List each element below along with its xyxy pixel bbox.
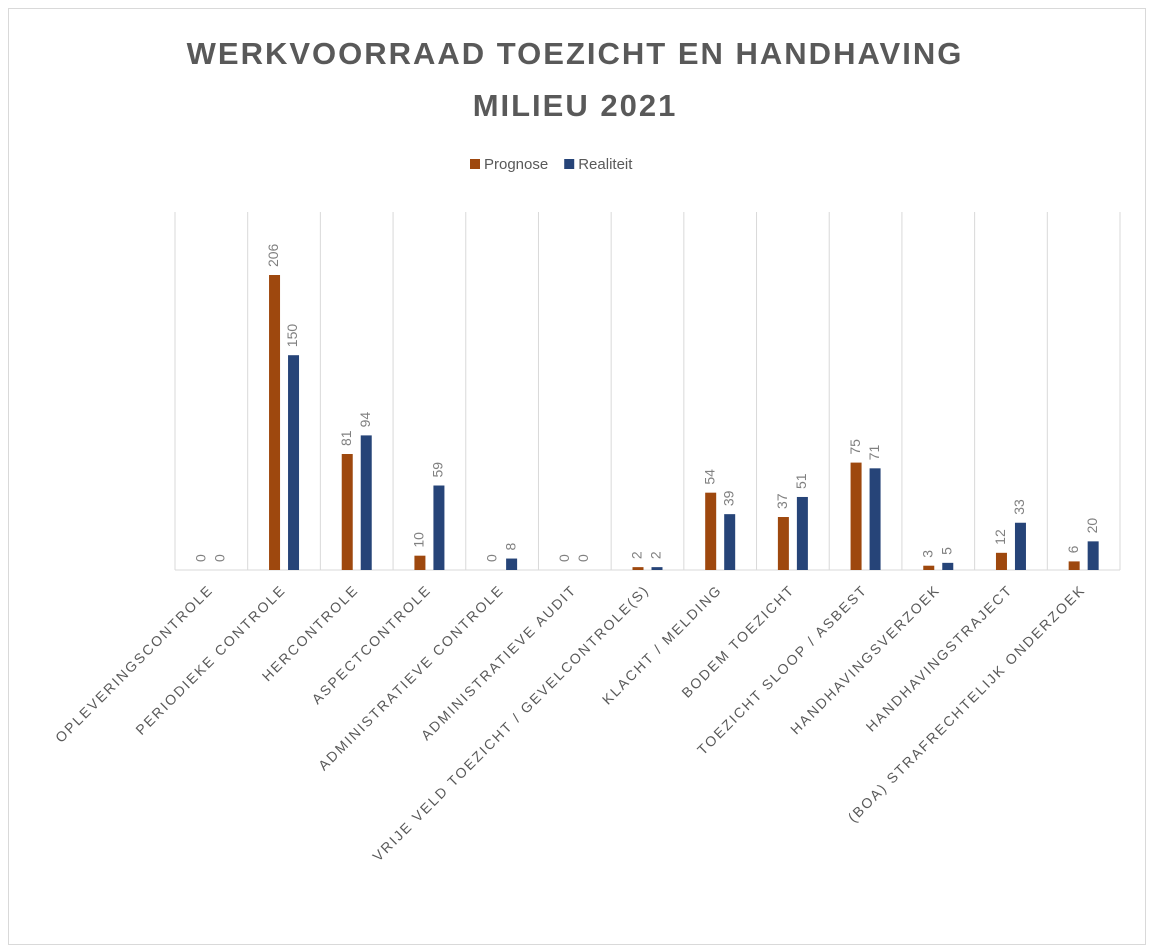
data-label: 2 bbox=[629, 551, 645, 559]
data-label: 94 bbox=[357, 412, 373, 428]
bar bbox=[1014, 522, 1026, 570]
x-tick-label: PERIODIEKE CONTROLE bbox=[132, 581, 288, 737]
bar bbox=[995, 552, 1007, 570]
data-label: 39 bbox=[720, 490, 736, 506]
data-label: 54 bbox=[701, 469, 717, 485]
chart-title: WERKVOORRAAD TOEZICHT EN HANDHAVING MILI… bbox=[186, 36, 964, 123]
legend-swatch bbox=[470, 159, 480, 169]
data-label: 12 bbox=[992, 529, 1008, 545]
x-tick-label: ASPECTCONTROLE bbox=[308, 581, 434, 707]
bar bbox=[850, 462, 862, 570]
bar bbox=[942, 562, 954, 570]
data-label: 0 bbox=[483, 554, 499, 562]
data-label: 59 bbox=[430, 462, 446, 478]
x-tick-label: VRIJE VELD TOEZICHT / GEVELCONTROLE(S) bbox=[369, 581, 652, 864]
data-label: 3 bbox=[919, 550, 935, 558]
bar bbox=[869, 468, 881, 570]
data-label: 6 bbox=[1065, 545, 1081, 553]
data-label: 8 bbox=[502, 543, 518, 551]
data-label: 37 bbox=[774, 493, 790, 509]
bar bbox=[414, 555, 426, 570]
bar bbox=[705, 492, 717, 570]
data-label: 81 bbox=[338, 430, 354, 446]
data-label: 150 bbox=[284, 324, 300, 348]
data-label: 10 bbox=[411, 532, 427, 548]
data-label: 20 bbox=[1084, 518, 1100, 534]
x-tick-label: HANDHAVINGSTRAJECT bbox=[863, 581, 1016, 734]
bar bbox=[651, 567, 663, 570]
data-label: 0 bbox=[212, 554, 228, 562]
data-label: 5 bbox=[938, 547, 954, 555]
legend-label: Prognose bbox=[484, 156, 548, 173]
data-label: 0 bbox=[193, 554, 209, 562]
bar bbox=[632, 567, 644, 570]
legend-swatch bbox=[564, 159, 575, 169]
bar bbox=[796, 496, 808, 570]
data-label: 75 bbox=[847, 439, 863, 455]
bar bbox=[1087, 541, 1099, 570]
bar bbox=[288, 355, 300, 570]
legend-label: Realiteit bbox=[578, 156, 633, 173]
data-label: 0 bbox=[556, 554, 572, 562]
x-tick-label: ADMINISTRATIEVE AUDIT bbox=[418, 581, 580, 743]
x-tick-label: HANDHAVINGSVERZOEK bbox=[787, 581, 943, 737]
bar bbox=[433, 485, 445, 570]
chart-frame bbox=[8, 8, 1146, 945]
data-label: 206 bbox=[265, 243, 281, 267]
bar bbox=[341, 454, 353, 570]
bar bbox=[269, 275, 281, 570]
data-label: 71 bbox=[866, 445, 882, 461]
data-label: 51 bbox=[793, 473, 809, 489]
x-tick-label: OPLEVERINGSCONTROLE bbox=[52, 581, 216, 745]
bar bbox=[360, 435, 372, 570]
data-label: 0 bbox=[575, 554, 591, 562]
data-label: 33 bbox=[1011, 499, 1027, 515]
x-tick-label: KLACHT / MELDING bbox=[599, 581, 725, 707]
bar bbox=[923, 565, 935, 570]
bar bbox=[506, 558, 518, 570]
data-label: 2 bbox=[648, 551, 664, 559]
bar bbox=[777, 517, 789, 570]
bar bbox=[724, 514, 736, 570]
bar bbox=[1068, 561, 1080, 570]
